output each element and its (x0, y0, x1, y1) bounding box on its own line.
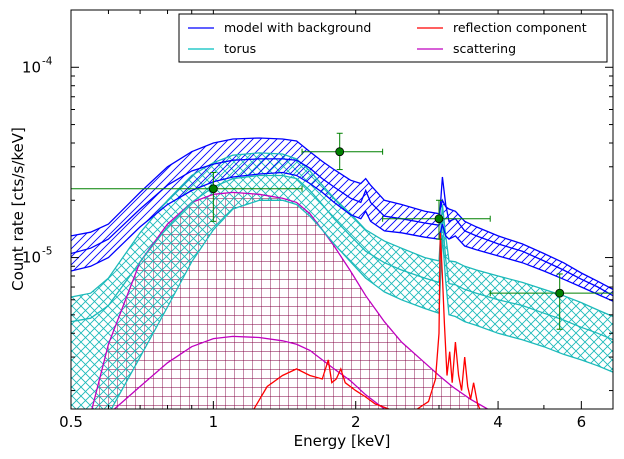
x-tick-label: 6 (577, 413, 587, 431)
reflection-line (253, 232, 481, 409)
x-tick-label: 2 (351, 413, 361, 431)
x-tick-label: 1 (209, 413, 219, 431)
legend-box (178, 13, 608, 63)
plot-frame (70, 9, 614, 410)
legend-label-reflection: reflection component (453, 20, 587, 35)
data-point-2 (301, 132, 384, 171)
y-tick-exponent: -4 (42, 55, 53, 67)
x-tick-label: 4 (493, 413, 503, 431)
x-axis-title: Energy [keV] (294, 432, 391, 450)
legend: model with background reflection compone… (178, 13, 608, 63)
legend-label-torus: torus (224, 41, 256, 56)
data-point-3 (382, 199, 491, 240)
legend-label-model: model with background (224, 20, 371, 35)
model-band (71, 138, 613, 302)
data-point-marker (335, 147, 345, 157)
model-central-line (71, 158, 613, 297)
y-tick-base: 10 (22, 249, 41, 267)
y-tick-exponent: -5 (42, 246, 52, 258)
y-axis-title: Count rate [cts/s/keV] (9, 127, 27, 291)
torus-upper-line (71, 152, 613, 318)
data-points (71, 132, 613, 330)
model-upper-line (71, 137, 613, 290)
data-point-marker (555, 288, 565, 298)
y-tick-label: 10 (22, 249, 41, 267)
data-point-4 (489, 273, 613, 330)
data-point-1 (71, 171, 303, 222)
legend-label-scattering: scattering (453, 41, 516, 56)
x-axis: 0.5 1 2 4 6 (59, 10, 586, 431)
y-tick-base: 10 (22, 58, 41, 76)
torus-central-line (71, 174, 613, 341)
torus-lower-line (110, 199, 613, 409)
y-axis: 10-510-4 (22, 9, 613, 392)
scattering-central-line (113, 335, 387, 409)
x-tick-label: 0.5 (59, 413, 83, 431)
plot-layers (71, 132, 613, 409)
data-point-marker (434, 214, 444, 224)
data-point-marker (208, 184, 218, 194)
torus-band (71, 152, 613, 409)
y-tick-label: 10 (22, 58, 41, 76)
model-lower-line (71, 171, 613, 302)
